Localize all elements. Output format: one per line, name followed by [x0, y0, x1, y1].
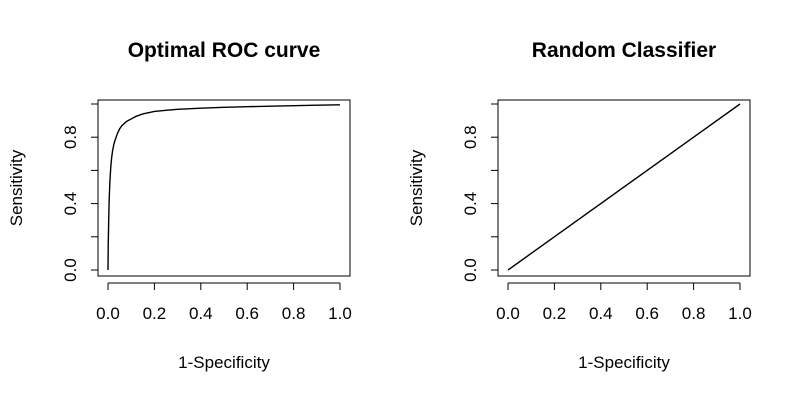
y-tick-label: 0.8 [61, 125, 80, 149]
x-tick-label: 0.2 [543, 304, 567, 323]
diagonal-line [507, 103, 741, 271]
y-tick-label: 0.4 [61, 192, 80, 216]
axes: 0.0 0.2 0.4 0.6 0.8 1.0 0.0 0.4 0.8 [461, 103, 752, 323]
axes: 0.0 0.2 0.4 0.6 0.8 1.0 0.0 0.4 0.8 [61, 103, 352, 323]
y-tick-label: 0.0 [61, 258, 80, 282]
chart-title: Random Classifier [532, 39, 716, 62]
roc-curve-line [107, 104, 341, 271]
x-tick-label: 0.4 [189, 304, 213, 323]
x-tick-label: 0.0 [496, 304, 520, 323]
x-tick-label: 0.6 [235, 304, 259, 323]
y-tick-label: 0.4 [461, 192, 480, 216]
chart-title: Optimal ROC curve [128, 39, 321, 62]
x-tick-label: 0.0 [96, 304, 120, 323]
y-tick-label: 0.8 [461, 125, 480, 149]
x-tick-label: 0.8 [282, 304, 306, 323]
x-tick-label: 1.0 [328, 304, 352, 323]
x-tick-label: 0.8 [682, 304, 706, 323]
y-tick-label: 0.0 [461, 258, 480, 282]
plot-frame [97, 99, 351, 277]
x-tick-label: 0.2 [143, 304, 167, 323]
panel-optimal-roc: Optimal ROC curve 0.0 0.2 0.4 0.6 0.8 1.00.00… [7, 39, 352, 372]
x-tick-label: 1.0 [728, 304, 752, 323]
x-tick-label: 0.6 [635, 304, 659, 323]
y-axis-label: Sensitivity [407, 149, 426, 226]
panel-random-classifier: Random Classifier 0.0 0.2 0.4 0.6 0.8 1.00.00… [407, 39, 752, 372]
y-axis-label: Sensitivity [7, 149, 26, 226]
x-axis-label: 1-Specificity [178, 353, 270, 372]
x-axis-label: 1-Specificity [578, 353, 670, 372]
x-tick-label: 0.4 [589, 304, 613, 323]
